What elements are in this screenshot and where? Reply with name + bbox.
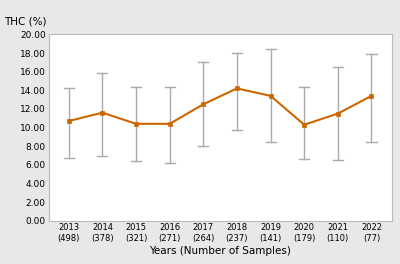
Text: THC (%): THC (%) (4, 17, 46, 27)
X-axis label: Years (Number of Samples): Years (Number of Samples) (149, 246, 291, 256)
